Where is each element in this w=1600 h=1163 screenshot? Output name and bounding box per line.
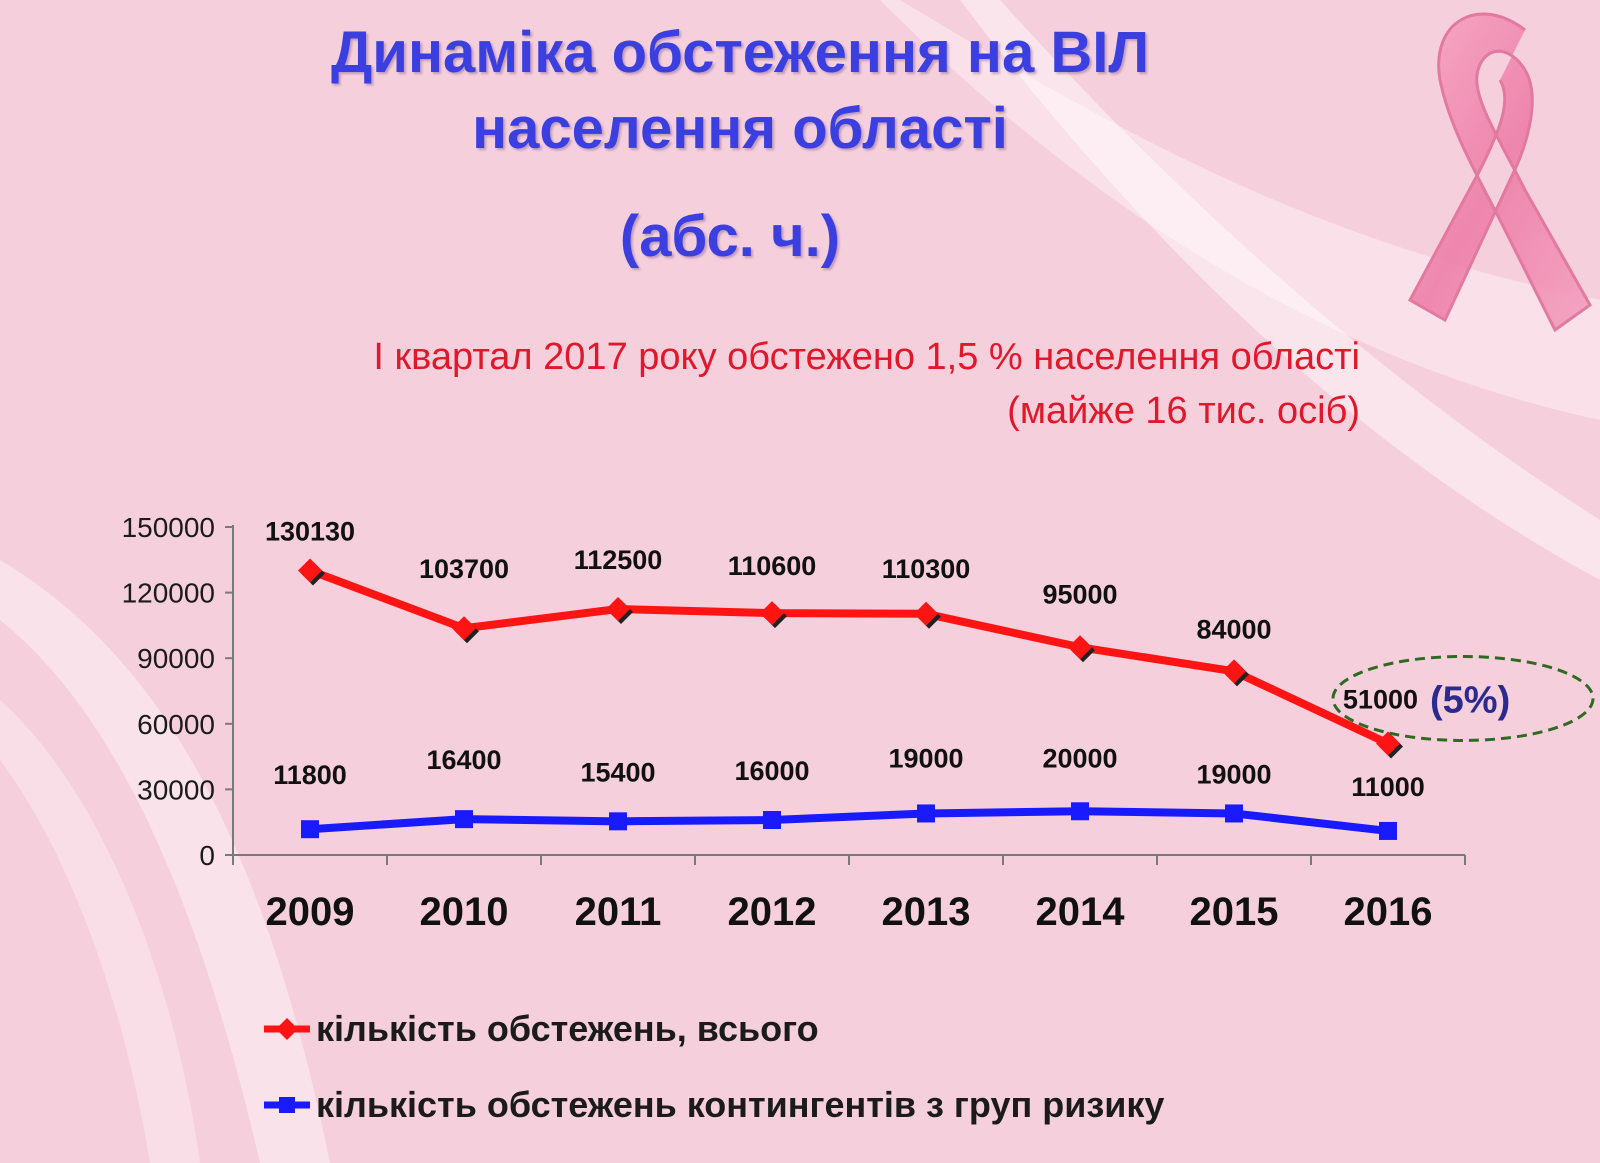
legend-square-icon bbox=[264, 1097, 310, 1113]
point-marker bbox=[1379, 821, 1397, 840]
x-tick-label: 2013 bbox=[882, 890, 971, 934]
y-tick-label: 150000 bbox=[122, 512, 215, 543]
point-marker bbox=[760, 601, 784, 626]
x-tick-label: 2015 bbox=[1190, 890, 1279, 934]
point-marker bbox=[455, 810, 473, 829]
point-marker bbox=[914, 601, 938, 626]
point-marker bbox=[1068, 635, 1092, 660]
x-tick-label: 2016 bbox=[1344, 890, 1433, 934]
y-tick-label: 30000 bbox=[137, 774, 215, 805]
point-marker bbox=[606, 597, 630, 621]
y-tick-label: 90000 bbox=[137, 643, 215, 674]
series-line bbox=[309, 807, 1389, 835]
point-marker bbox=[1225, 804, 1243, 823]
highlight-ellipse bbox=[1331, 654, 1595, 742]
data-label: 20000 bbox=[1042, 743, 1117, 773]
x-tick-label: 2010 bbox=[420, 890, 509, 934]
data-label: 110600 bbox=[728, 551, 817, 581]
x-tick-label: 2012 bbox=[728, 890, 817, 934]
data-label: 19000 bbox=[1196, 759, 1271, 789]
legend-label-total: кількість обстежень, всього bbox=[316, 1008, 819, 1049]
data-label: 103700 bbox=[419, 554, 509, 584]
point-marker bbox=[452, 616, 476, 641]
y-tick-label: 60000 bbox=[137, 709, 215, 740]
data-label: 11800 bbox=[273, 760, 347, 790]
data-label: 16400 bbox=[426, 745, 501, 775]
x-tick-label: 2011 bbox=[575, 890, 662, 934]
awareness-ribbon-icon bbox=[1407, 12, 1592, 333]
legend-diamond-icon bbox=[264, 1018, 310, 1040]
point-marker bbox=[763, 811, 781, 830]
point-marker bbox=[1071, 802, 1089, 821]
legend-label-risk-groups: кількість обстежень контингентів з груп … bbox=[316, 1084, 1165, 1125]
x-tick-label: 2009 bbox=[266, 890, 355, 934]
point-marker bbox=[1222, 659, 1246, 684]
x-tick-label: 2014 bbox=[1036, 890, 1126, 934]
data-label: 51000 bbox=[1343, 684, 1418, 714]
data-label: 84000 bbox=[1196, 614, 1271, 644]
point-marker bbox=[609, 812, 627, 831]
data-label: 112500 bbox=[574, 545, 663, 575]
subtitle-line-2: (майже 16 тис. осіб) bbox=[1007, 390, 1360, 432]
chart-title-line-2: населення області bbox=[472, 96, 1008, 161]
chart-title-units: (абс. ч.) bbox=[619, 204, 841, 269]
data-label: 15400 bbox=[580, 757, 655, 787]
data-label: 130130 bbox=[265, 516, 355, 546]
point-marker bbox=[917, 804, 935, 823]
y-tick-label: 120000 bbox=[122, 578, 215, 609]
point-marker bbox=[1376, 731, 1400, 756]
subtitle-line-1: І квартал 2017 року обстежено 1,5 % насе… bbox=[373, 336, 1360, 378]
legend-item-total: кількість обстежень, всього bbox=[262, 1004, 819, 1054]
annotation-percent: (5%) bbox=[1430, 679, 1510, 721]
data-label: 110300 bbox=[882, 554, 971, 584]
series-line bbox=[308, 566, 1390, 748]
point-marker bbox=[301, 820, 319, 839]
data-label: 19000 bbox=[888, 743, 963, 773]
y-tick-label: 0 bbox=[199, 840, 215, 871]
point-marker bbox=[298, 558, 322, 583]
data-label: 95000 bbox=[1042, 579, 1117, 609]
data-label: 16000 bbox=[734, 756, 809, 786]
legend-item-risk-groups: кількість обстежень контингентів з груп … bbox=[262, 1080, 1164, 1130]
data-label: 11000 bbox=[1351, 772, 1425, 802]
chart-title-line-1: Динаміка обстеження на ВІЛ bbox=[330, 20, 1150, 85]
